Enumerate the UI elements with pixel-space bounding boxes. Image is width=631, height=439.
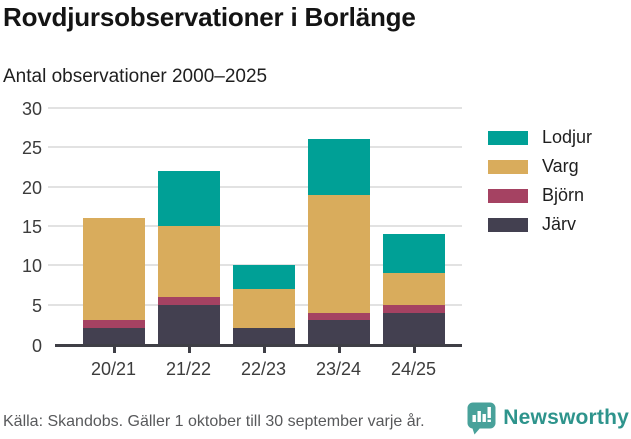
x-axis-tickmark bbox=[187, 347, 191, 353]
legend-item-lodjur: Lodjur bbox=[488, 123, 592, 152]
x-axis-tick-label: 20/21 bbox=[90, 359, 137, 379]
x-axis-tickmark bbox=[112, 347, 116, 353]
x-axis-tick-label: 22/23 bbox=[240, 359, 287, 379]
bar-segment-järv bbox=[232, 328, 295, 344]
bar-segment-varg bbox=[232, 288, 295, 329]
bar-21-22 bbox=[157, 108, 220, 344]
y-axis-tick-label: 5 bbox=[31, 295, 42, 316]
gridline-y15 bbox=[48, 225, 462, 227]
legend-item-järv: Järv bbox=[488, 210, 592, 239]
y-axis-tick-label: 30 bbox=[21, 99, 42, 119]
bar-23-24 bbox=[307, 108, 370, 344]
x-axis-tickmark bbox=[412, 347, 416, 353]
bar-segment-lodjur bbox=[307, 139, 370, 195]
x-axis-tickmark bbox=[262, 347, 266, 353]
bar-segment-björn bbox=[307, 312, 370, 321]
legend-item-varg: Varg bbox=[488, 152, 592, 181]
y-axis-tick-label: 15 bbox=[21, 217, 42, 237]
stacked-bar-chart: 0 5 10 15 20 25 30 20/21 21/22 22/23 23/24 24/25 bbox=[0, 98, 472, 390]
bar-segment-varg bbox=[157, 226, 220, 297]
bar-segment-lodjur bbox=[232, 265, 295, 289]
bar-22-23 bbox=[232, 108, 295, 344]
bar-segment-järv bbox=[157, 304, 220, 344]
bar-segment-björn bbox=[82, 320, 145, 329]
chart-legend: Lodjur Varg Björn Järv bbox=[488, 123, 592, 239]
x-axis-tickmark bbox=[337, 347, 341, 353]
source-note: Källa: Skandobs. Gäller 1 oktober till 3… bbox=[3, 413, 425, 430]
legend-label: Varg bbox=[542, 156, 579, 176]
gridline-y25 bbox=[48, 146, 462, 149]
bar-segment-varg bbox=[307, 194, 370, 313]
legend-swatch-björn bbox=[488, 188, 528, 203]
gridline-y20 bbox=[48, 185, 462, 188]
bar-segment-varg bbox=[382, 273, 445, 305]
bar-segment-björn bbox=[157, 296, 220, 305]
y-axis-tick-label: 20 bbox=[21, 177, 42, 198]
legend-label: Järv bbox=[542, 214, 577, 234]
bar-segment-järv bbox=[307, 320, 370, 344]
legend-swatch-lodjur bbox=[488, 130, 528, 145]
legend-label: Lodjur bbox=[542, 127, 593, 147]
chart-subtitle: Antal observationer 2000–2025 bbox=[3, 66, 268, 87]
legend-swatch-järv bbox=[488, 217, 528, 232]
bar-20-21 bbox=[82, 108, 145, 344]
x-axis-tick-label: 24/25 bbox=[390, 359, 437, 379]
bar-segment-järv bbox=[382, 312, 445, 344]
bar-segment-varg bbox=[82, 218, 145, 321]
plot-area bbox=[48, 107, 462, 347]
y-axis-tick-label: 0 bbox=[31, 336, 42, 356]
gridline-y10 bbox=[48, 264, 462, 267]
bar-segment-lodjur bbox=[157, 170, 220, 227]
newsworthy-bubble-chart-icon bbox=[467, 402, 496, 434]
y-axis-tick-label: 25 bbox=[21, 138, 42, 159]
footer: Källa: Skandobs. Gäller 1 oktober till 3… bbox=[0, 401, 631, 435]
page-title: Rovdjursobservationer i Borlänge bbox=[3, 2, 416, 32]
newsworthy-wordmark: Newsworthy bbox=[503, 406, 629, 429]
bar-segment-järv bbox=[82, 328, 145, 344]
legend-label: Björn bbox=[542, 185, 585, 205]
bar-segment-lodjur bbox=[382, 233, 445, 274]
newsworthy-logo: Newsworthy bbox=[467, 401, 629, 435]
bar-24-25 bbox=[382, 108, 445, 344]
x-axis-tick-label: 23/24 bbox=[315, 359, 362, 379]
x-axis-tick-label: 21/22 bbox=[165, 359, 212, 379]
legend-swatch-varg bbox=[488, 159, 528, 174]
gridline-y30 bbox=[48, 107, 462, 109]
bar-segment-björn bbox=[382, 304, 445, 313]
legend-item-björn: Björn bbox=[488, 181, 592, 210]
y-axis-tick-label: 10 bbox=[21, 256, 42, 277]
